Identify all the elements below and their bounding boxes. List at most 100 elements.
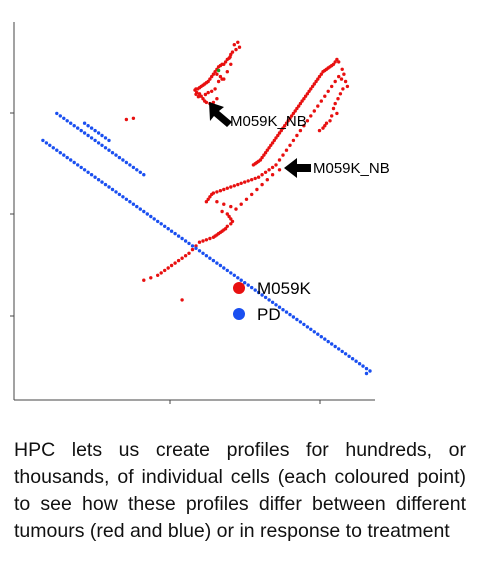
data-point-pd [239,278,243,282]
data-point-pd [121,158,125,162]
data-point-m059k [223,60,228,64]
data-point-pd [96,141,101,145]
data-point-m059k [319,72,323,76]
data-point-m059k [163,268,167,273]
data-point-pd [82,131,87,135]
data-point-m059k [208,195,212,199]
data-point-m059k [225,57,229,62]
data-point-m059k [319,99,323,103]
data-point-pd [156,219,160,224]
data-point-pd [107,185,111,189]
data-point-m059k [326,89,330,94]
data-point-pd [110,187,115,192]
data-point-m059k [227,214,231,219]
data-point-m059k [335,57,339,62]
data-point-pd [229,271,233,275]
data-point-m059k [265,178,269,182]
data-point-m059k [206,90,210,95]
data-point-pd [337,347,341,351]
data-point-pd [142,173,146,177]
data-point-m059k [267,168,271,172]
data-point-m059k [277,168,282,172]
data-point-m059k [314,79,318,84]
data-point-highlight [216,68,221,73]
data-point-m059k [302,124,306,128]
data-point-pd [58,151,62,155]
data-point-m059k [229,62,233,66]
data-point-pd [163,224,167,228]
data-point-m059k [330,114,334,118]
data-point-m059k [230,219,235,224]
data-point-m059k [342,72,346,76]
data-point-m059k [295,133,299,138]
data-point-pd [222,266,226,270]
data-point-m059k [216,79,221,84]
data-point-pd [93,175,97,179]
data-point-pd [121,195,125,199]
data-point-m059k [211,72,216,76]
data-point-m059k [317,128,322,133]
data-point-m059k [298,101,303,106]
data-point-pd [117,192,122,197]
data-point-pd [333,344,337,349]
data-point-pd [201,251,205,255]
annotation-1: M059K_NB [209,102,307,130]
data-point-pd [55,148,59,152]
data-point-pd [180,236,184,241]
data-point-m059k [243,180,247,184]
data-point-pd [128,163,132,167]
data-point-m059k [302,97,306,101]
data-point-m059k [204,100,209,105]
data-point-m059k [244,197,249,201]
data-point-m059k [225,186,229,190]
data-point-pd [131,202,136,206]
arrow-icon [284,158,311,178]
scatter-plot: M059K_NB M059K_NB M059K PD [10,22,390,404]
legend-marker-m059k [233,282,245,294]
data-point-pd [65,119,69,123]
data-point-pd [270,300,275,304]
data-point-pd [236,276,240,280]
data-point-m059k [203,92,208,97]
data-point-m059k [260,182,264,187]
data-point-pd [364,366,369,371]
data-point-m059k [333,101,337,106]
data-point-m059k [197,240,202,244]
data-point-m059k [222,187,226,192]
data-point-m059k [324,121,329,125]
data-point-m059k [312,109,316,113]
legend-marker-pd [233,308,245,320]
data-point-m059k [225,212,229,216]
data-point-pd [323,337,327,341]
data-point-pd [72,124,76,128]
data-point-m059k [124,117,129,122]
data-point-m059k [309,114,313,118]
data-point-m059k [316,77,320,81]
data-point-m059k [131,116,136,121]
data-point-m059k [323,124,327,128]
data-point-m059k [307,89,311,94]
data-point-m059k [250,192,254,197]
data-point-pd [82,168,87,172]
data-point-m059k [204,238,209,242]
data-point-pd [79,165,83,170]
data-point-pd [211,258,216,263]
data-point-pd [76,163,80,167]
data-point-m059k [149,276,153,280]
data-point-pd [69,158,73,162]
data-point-pd [243,281,247,285]
data-point-m059k [265,148,269,152]
data-point-m059k [272,138,276,143]
data-point-pd [368,369,372,373]
data-point-pd [69,121,73,125]
data-point-pd [41,138,45,143]
scatter-points [41,40,372,376]
data-point-pd [173,231,177,236]
data-point-pd [89,126,94,130]
data-point-pd [93,138,97,143]
data-point-pd [288,312,292,317]
data-point-m059k [176,258,181,263]
data-point-m059k [187,251,191,255]
data-point-m059k [193,88,197,92]
data-point-m059k [339,77,344,81]
